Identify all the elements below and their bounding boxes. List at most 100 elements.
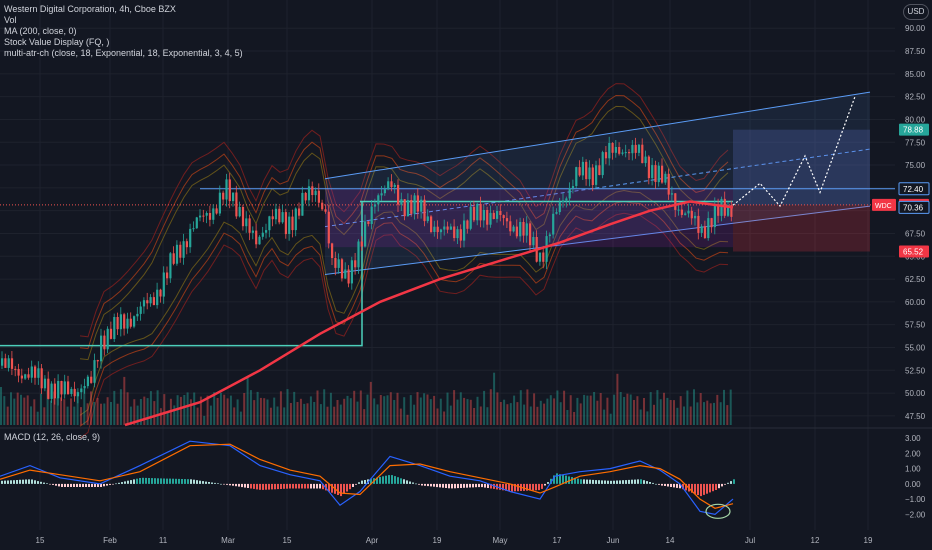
macd-hist-bar xyxy=(187,479,189,484)
candle-body xyxy=(307,186,311,201)
macd-tick-label: −2.00 xyxy=(905,510,926,519)
candle-body xyxy=(492,212,495,219)
macd-hist-bar xyxy=(322,483,324,490)
volume-bar xyxy=(43,407,46,425)
macd-hist-bar xyxy=(670,483,672,487)
macd-hist-bar xyxy=(427,483,429,487)
volume-bar xyxy=(110,402,112,425)
macd-hist-bar xyxy=(313,483,315,489)
x-tick-label: 19 xyxy=(433,536,442,545)
macd-hist-bar xyxy=(553,475,555,484)
atr-upper-2 xyxy=(79,105,729,361)
macd-hist-bar xyxy=(592,479,594,484)
candle-body xyxy=(146,300,149,304)
candle-body xyxy=(400,199,403,205)
projection-path xyxy=(732,96,856,208)
candle-body xyxy=(116,317,119,330)
volume-bar xyxy=(546,398,549,425)
volume-bar xyxy=(73,406,76,425)
macd-tick-label: 0.00 xyxy=(905,480,921,489)
volume-bar xyxy=(606,397,609,425)
volume-bar xyxy=(83,389,86,425)
macd-hist-bar xyxy=(715,483,717,490)
candle-body xyxy=(608,143,611,159)
candle-body xyxy=(562,200,565,202)
candle-body xyxy=(350,260,353,284)
macd-hist-bar xyxy=(1,480,3,484)
volume-bar xyxy=(579,403,582,425)
volume-bar xyxy=(269,407,272,425)
volume-bar xyxy=(323,389,326,425)
macd-hist-bar xyxy=(694,483,696,494)
candle-body xyxy=(687,210,690,214)
volume-bar xyxy=(723,389,725,425)
volume-bar xyxy=(653,404,655,425)
volume-bar xyxy=(63,399,66,425)
volume-bar xyxy=(563,390,566,425)
macd-hist-bar xyxy=(640,479,642,484)
volume-bar xyxy=(646,411,649,425)
candle-body xyxy=(700,226,703,233)
volume-bar xyxy=(643,398,645,425)
volume-bar xyxy=(236,399,239,425)
macd-hist-bar xyxy=(10,480,12,484)
macd-hist-bar xyxy=(541,483,543,489)
volume-bar xyxy=(636,396,639,425)
macd-hist-bar xyxy=(637,479,639,484)
macd-hist-bar xyxy=(157,478,159,484)
volume-bar xyxy=(219,392,222,425)
candle-body xyxy=(377,195,380,205)
price-label-box-1 xyxy=(898,182,930,196)
volume-bar xyxy=(183,395,186,425)
candle-body xyxy=(10,358,14,369)
y-tick-label: 47.50 xyxy=(905,412,926,421)
candle-body xyxy=(486,210,489,225)
volume-bar xyxy=(676,407,679,425)
candle-body xyxy=(730,205,733,217)
macd-hist-bar xyxy=(697,483,699,495)
volume-bar xyxy=(216,398,219,425)
candle-body xyxy=(604,152,608,159)
macd-hist-bar xyxy=(460,483,462,488)
macd-hist-bar xyxy=(130,480,132,484)
candle-body xyxy=(502,215,505,219)
macd-hist-bar xyxy=(718,483,720,489)
macd-hist-bar xyxy=(430,483,432,487)
candle-body xyxy=(189,228,192,248)
candle-body xyxy=(123,314,126,329)
macd-hist-bar xyxy=(631,479,633,484)
candle-body xyxy=(96,360,99,362)
candle-body xyxy=(321,202,324,210)
volume-bar xyxy=(36,411,39,425)
candle-body xyxy=(288,216,291,234)
symbol-tag: WDC xyxy=(875,203,892,210)
macd-hist-bar xyxy=(343,483,345,494)
volume-bar xyxy=(259,397,262,425)
candle-body xyxy=(532,237,535,246)
macd-hist-bar xyxy=(385,475,387,484)
macd-tick-label: 2.00 xyxy=(905,449,921,458)
volume-bar xyxy=(70,398,72,425)
candle-body xyxy=(416,195,419,212)
volume-bar xyxy=(156,390,159,425)
candle-body xyxy=(482,210,485,221)
currency-button[interactable]: USD xyxy=(903,4,929,20)
macd-hist-bar xyxy=(391,475,393,484)
candle-body xyxy=(456,229,459,239)
macd-hist-bar xyxy=(619,480,621,484)
macd-hist-bar xyxy=(37,481,39,484)
macd-hist-bar xyxy=(523,483,525,491)
macd-hist-bar xyxy=(277,483,279,490)
candle-body xyxy=(430,216,433,232)
candle-body xyxy=(215,208,218,214)
macd-hist-bar xyxy=(193,479,195,484)
candle-body xyxy=(694,215,697,219)
volume-bar xyxy=(586,395,589,425)
candle-body xyxy=(538,252,542,262)
macd-hist-bar xyxy=(46,483,48,484)
macd-hist-bar xyxy=(601,480,603,484)
macd-hist-bar xyxy=(511,483,513,492)
macd-hist-bar xyxy=(394,476,396,484)
candle-body xyxy=(133,316,136,327)
